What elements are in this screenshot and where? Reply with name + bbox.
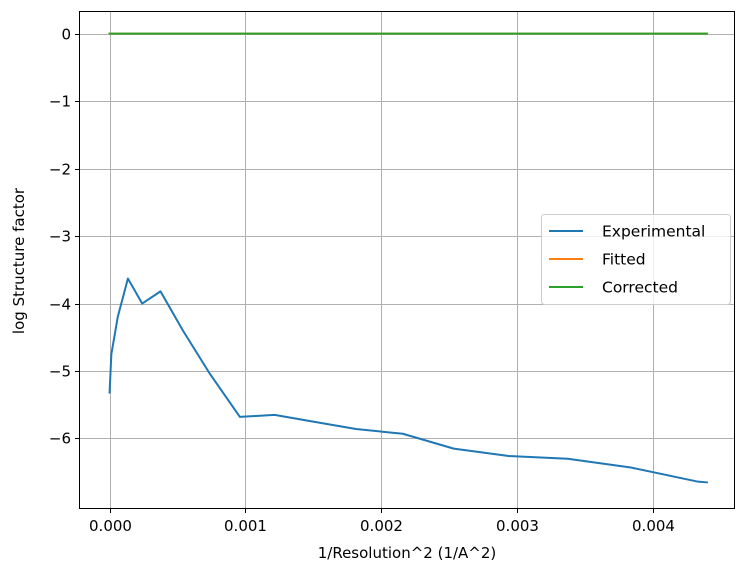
x-tick-label: 0.002 bbox=[360, 517, 403, 535]
y-tick-label: −1 bbox=[49, 93, 71, 111]
axis-ticks: 0.000 0.001 0.002 0.003 0.004 0 −1 −2 −3 −4 −5 −6 bbox=[49, 26, 675, 536]
x-tick-label: 0.000 bbox=[89, 517, 132, 535]
legend-label-corrected: Corrected bbox=[602, 279, 678, 297]
legend: Experimental Fitted Corrected bbox=[541, 214, 731, 305]
legend-box bbox=[541, 214, 731, 305]
y-tick-label: −4 bbox=[49, 296, 71, 314]
series-line-experimental bbox=[108, 277, 708, 484]
x-tick-label: 0.001 bbox=[224, 517, 267, 535]
y-tick-label: −2 bbox=[49, 161, 71, 179]
y-tick-label: −5 bbox=[49, 363, 71, 381]
x-tick-label: 0.004 bbox=[632, 517, 675, 535]
series-lines bbox=[108, 32, 708, 484]
legend-label-experimental: Experimental bbox=[602, 223, 705, 241]
y-tick-label: 0 bbox=[61, 26, 71, 44]
plot-area-frame bbox=[79, 11, 735, 509]
legend-entries: Experimental Fitted Corrected bbox=[549, 223, 705, 297]
x-tick-label: 0.003 bbox=[496, 517, 539, 535]
legend-label-fitted: Fitted bbox=[602, 251, 646, 269]
y-tick-label: −6 bbox=[49, 430, 71, 448]
x-axis-label: 1/Resolution^2 (1/A^2) bbox=[318, 544, 497, 562]
y-axis-label: log Structure factor bbox=[10, 187, 28, 334]
y-tick-label: −3 bbox=[49, 228, 71, 246]
